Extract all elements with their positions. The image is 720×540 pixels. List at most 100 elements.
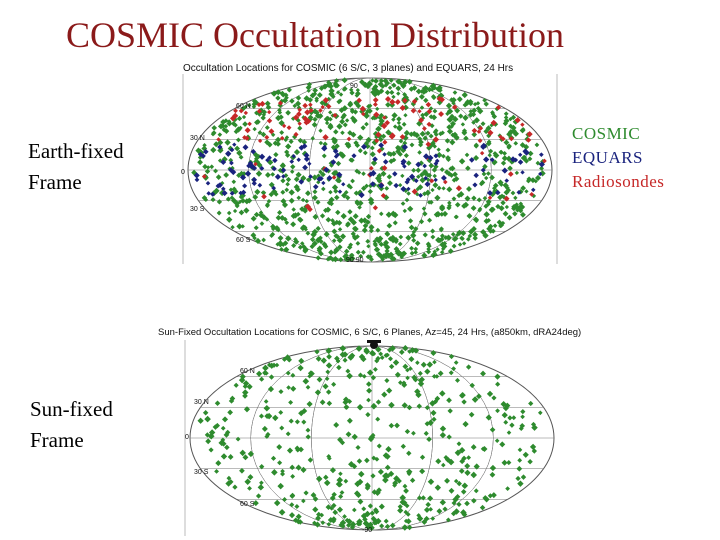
cosmic-marker: [446, 128, 453, 135]
cosmic-marker: [284, 187, 290, 193]
cosmic-marker: [284, 152, 291, 158]
cosmic-marker: [413, 250, 418, 255]
top-map-top-tick: 90: [350, 83, 358, 90]
cosmic-marker: [384, 464, 391, 471]
cosmic-marker: [438, 227, 444, 233]
cosmic-marker: [406, 78, 413, 85]
cosmic-marker: [418, 93, 425, 100]
radiosonde-marker: [487, 195, 493, 201]
cosmic-marker: [319, 213, 326, 219]
cosmic-marker: [473, 463, 480, 470]
cosmic-marker: [216, 210, 222, 216]
cosmic-marker: [522, 154, 527, 160]
cosmic-marker: [369, 510, 375, 516]
cosmic-marker: [364, 183, 369, 189]
cosmic-marker: [410, 233, 415, 238]
cosmic-marker: [425, 130, 431, 136]
cosmic-marker: [295, 171, 302, 178]
cosmic-marker: [349, 109, 355, 114]
cosmic-marker: [392, 480, 399, 487]
radiosonde-marker: [417, 109, 422, 114]
equars-marker: [495, 189, 501, 196]
cosmic-marker: [389, 522, 396, 529]
cosmic-marker: [225, 429, 231, 436]
cosmic-marker: [309, 236, 316, 243]
cosmic-marker: [380, 83, 386, 89]
cosmic-marker: [361, 227, 368, 234]
cosmic-marker: [479, 504, 486, 511]
equars-marker: [405, 177, 411, 183]
cosmic-marker: [328, 196, 335, 203]
radiosonde-marker: [438, 111, 445, 118]
cosmic-marker: [421, 252, 428, 259]
cosmic-marker: [286, 385, 291, 390]
cosmic-marker: [279, 130, 285, 135]
cosmic-marker: [370, 432, 376, 438]
cosmic-marker: [519, 211, 526, 218]
cosmic-marker: [378, 136, 384, 143]
cosmic-marker: [427, 217, 433, 223]
cosmic-marker: [409, 245, 414, 251]
cosmic-marker: [480, 370, 486, 377]
radiosonde-marker: [418, 117, 424, 124]
cosmic-marker: [324, 376, 330, 381]
cosmic-marker: [469, 382, 475, 389]
cosmic-marker: [461, 241, 467, 246]
equars-marker: [221, 190, 228, 197]
cosmic-marker: [416, 174, 421, 180]
radiosonde-marker: [322, 97, 329, 104]
cosmic-marker: [336, 481, 343, 488]
cosmic-marker: [365, 483, 371, 489]
cosmic-marker: [447, 200, 452, 206]
cosmic-marker: [529, 443, 537, 451]
equars-marker: [251, 180, 257, 186]
equars-marker: [400, 161, 406, 166]
cosmic-marker: [448, 370, 454, 376]
cosmic-marker: [253, 225, 259, 231]
cosmic-marker: [382, 476, 389, 484]
cosmic-marker: [261, 190, 267, 196]
cosmic-marker: [464, 463, 471, 469]
earth-fixed-label: Earth-fixed Frame: [28, 136, 124, 198]
equars-marker: [472, 182, 478, 188]
cosmic-marker: [366, 80, 373, 88]
cosmic-marker: [356, 403, 364, 411]
cosmic-marker: [419, 130, 426, 137]
radiosonde-marker: [243, 110, 249, 116]
cosmic-marker: [280, 189, 286, 195]
cosmic-marker: [380, 170, 387, 177]
cosmic-marker: [451, 500, 457, 506]
equars-marker: [246, 163, 252, 169]
cosmic-marker: [387, 85, 393, 90]
cosmic-marker: [460, 230, 467, 237]
cosmic-marker: [498, 205, 505, 212]
cosmic-marker: [387, 180, 393, 187]
cosmic-marker: [311, 228, 319, 236]
radiosonde-marker: [476, 129, 482, 134]
cosmic-marker: [466, 213, 473, 219]
cosmic-marker: [437, 85, 443, 91]
cosmic-marker: [273, 191, 279, 197]
cosmic-marker: [467, 112, 474, 118]
cosmic-marker: [289, 464, 295, 471]
equars-marker: [242, 144, 249, 151]
cosmic-marker: [335, 160, 342, 167]
cosmic-marker: [336, 90, 341, 95]
cosmic-marker: [347, 209, 353, 215]
equars-marker: [517, 152, 523, 157]
cosmic-marker: [402, 483, 408, 489]
cosmic-marker: [398, 234, 404, 240]
cosmic-marker: [342, 514, 347, 519]
cosmic-marker: [458, 468, 465, 474]
radiosonde-marker: [359, 105, 366, 112]
cosmic-marker: [441, 246, 446, 252]
cosmic-marker: [370, 473, 376, 479]
cosmic-marker: [520, 185, 527, 192]
cosmic-marker: [534, 142, 540, 148]
cosmic-marker: [411, 229, 417, 235]
cosmic-marker: [426, 243, 432, 249]
cosmic-marker: [288, 197, 295, 204]
cosmic-marker: [329, 505, 334, 511]
legend-item-radiosondes: Radiosondes: [572, 172, 665, 191]
equars-marker: [401, 144, 408, 151]
